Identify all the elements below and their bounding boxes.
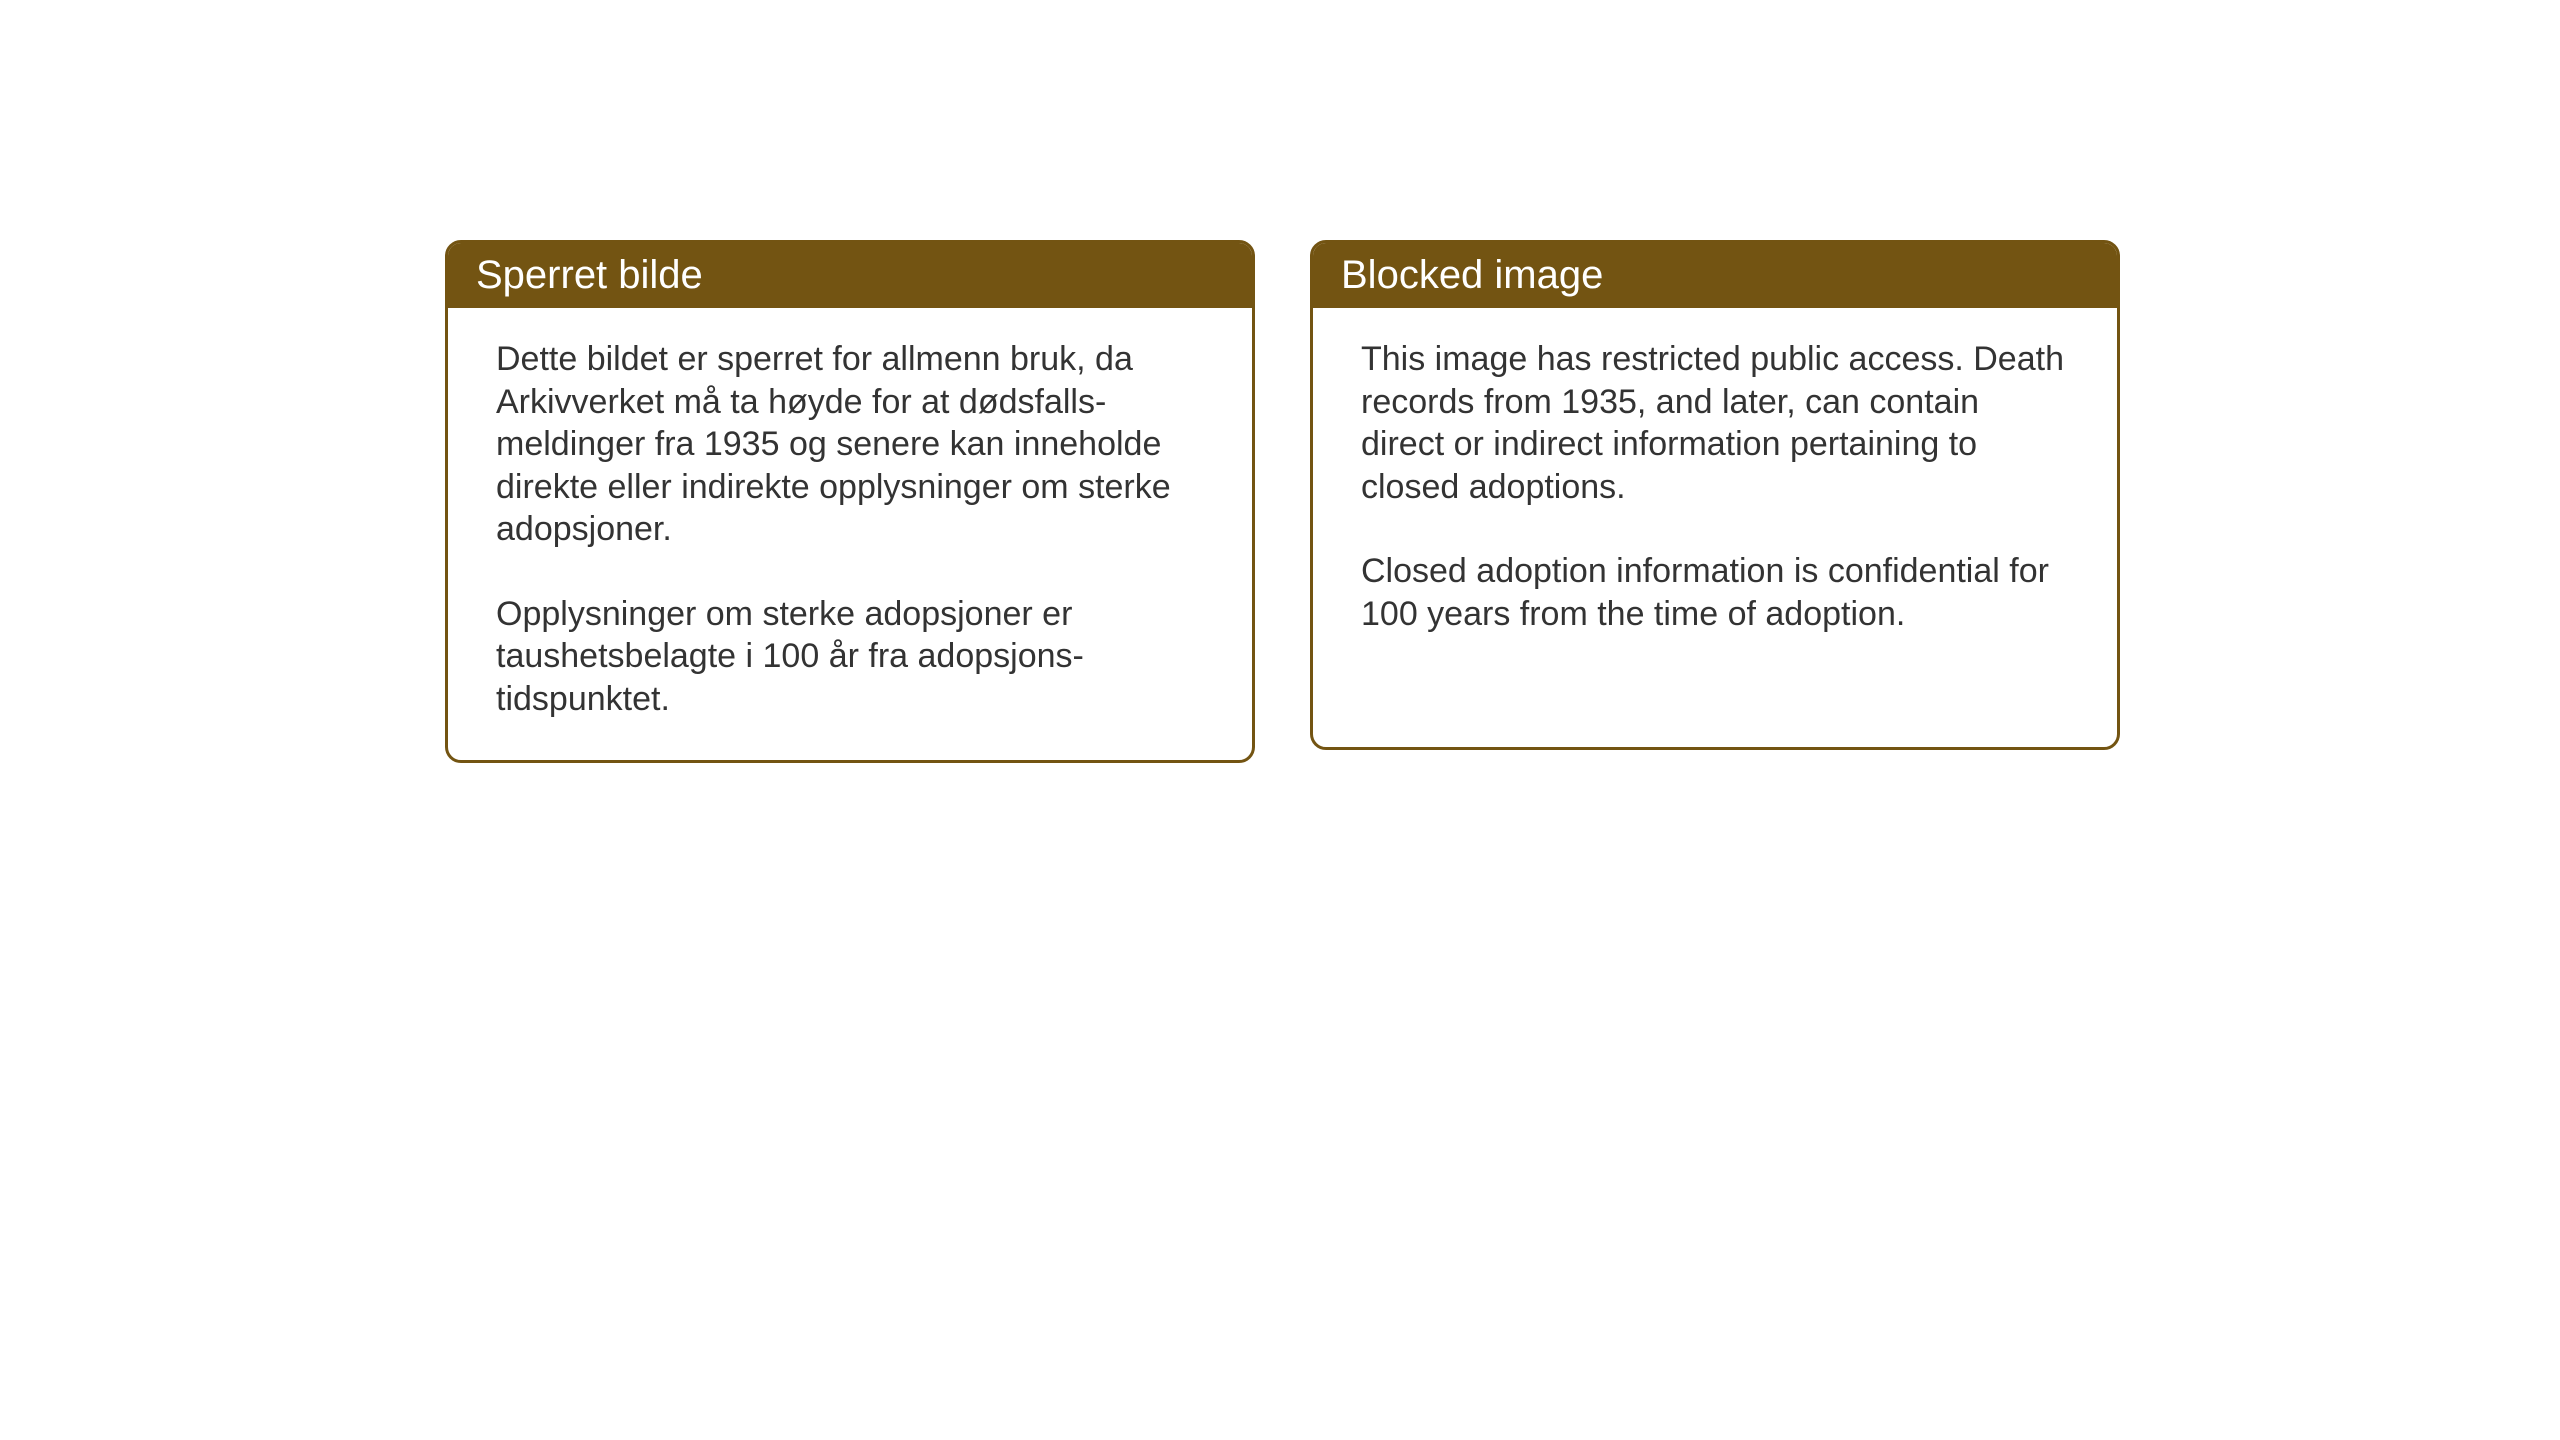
norwegian-paragraph-2: Opplysninger om sterke adopsjoner er tau… [496, 593, 1204, 721]
english-notice-card: Blocked image This image has restricted … [1310, 240, 2120, 750]
norwegian-paragraph-1: Dette bildet er sperret for allmenn bruk… [496, 338, 1204, 551]
english-paragraph-2: Closed adoption information is confident… [1361, 550, 2069, 635]
english-card-title: Blocked image [1313, 243, 2117, 308]
notice-cards-container: Sperret bilde Dette bildet er sperret fo… [445, 240, 2120, 763]
english-card-body: This image has restricted public access.… [1313, 308, 2117, 675]
english-paragraph-1: This image has restricted public access.… [1361, 338, 2069, 508]
norwegian-notice-card: Sperret bilde Dette bildet er sperret fo… [445, 240, 1255, 763]
norwegian-card-title: Sperret bilde [448, 243, 1252, 308]
norwegian-card-body: Dette bildet er sperret for allmenn bruk… [448, 308, 1252, 760]
